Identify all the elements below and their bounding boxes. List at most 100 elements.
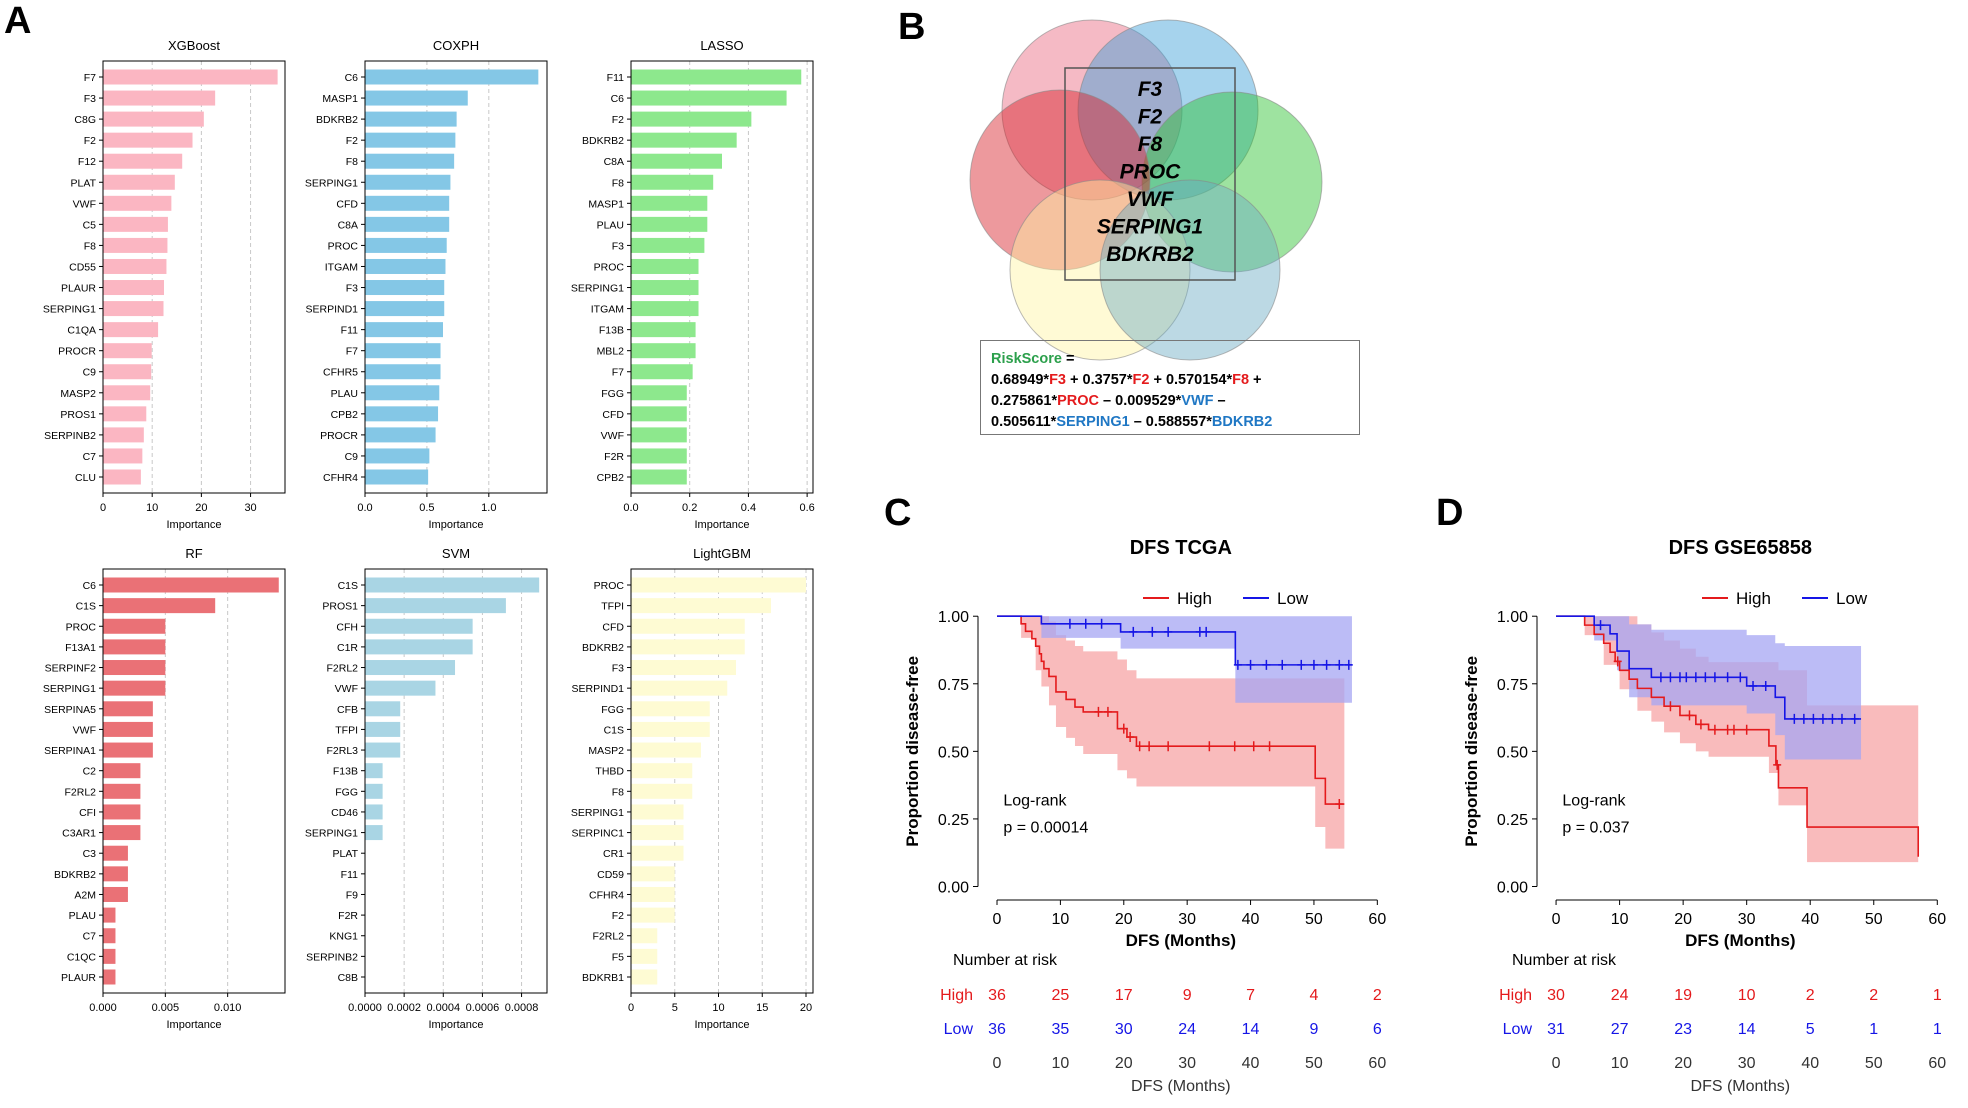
x-tick-label: 10 — [1052, 911, 1070, 928]
plot-frame — [364, 60, 548, 494]
y-tick-label: 1.00 — [938, 609, 969, 626]
low-censor-mark — [1701, 672, 1710, 683]
bar — [103, 866, 128, 882]
risk-table-low-count: 35 — [1052, 1021, 1070, 1038]
formula-term: F2 — [1132, 372, 1150, 388]
category-label: C7 — [83, 451, 97, 463]
category-label: BDKRB2 — [54, 869, 96, 881]
low-censor-mark — [1837, 713, 1846, 724]
formula-term: BDKRB2 — [1211, 414, 1273, 430]
y-tick-label: 0.25 — [1497, 812, 1528, 829]
bar — [365, 237, 447, 253]
risk-table-low-label: Low — [1503, 1021, 1533, 1038]
category-label: SERPINA1 — [44, 745, 96, 757]
legend-low-label: Low — [1277, 589, 1309, 608]
y-tick-label: 0.50 — [1497, 744, 1528, 761]
category-label: F8 — [346, 156, 358, 168]
riskscore-heading: RiskScore = — [991, 349, 1349, 370]
high-censor-mark — [1335, 799, 1344, 810]
bar — [631, 825, 684, 841]
category-label: PROCR — [320, 430, 358, 442]
category-label: F7 — [84, 72, 96, 84]
logrank-label: Log-rank — [1003, 792, 1067, 809]
bar — [631, 886, 675, 902]
y-tick-label: 0.75 — [1497, 677, 1528, 694]
risk-table-high-count: 36 — [988, 987, 1006, 1004]
x-tick-label: 0 — [628, 1002, 634, 1014]
bar — [631, 90, 787, 106]
category-label: F3 — [346, 283, 358, 295]
category-label: F2R — [604, 451, 624, 463]
low-censor-mark — [1666, 672, 1675, 683]
intersection-gene: VWF — [1127, 188, 1175, 211]
category-label: CFHR5 — [323, 367, 358, 379]
bar — [365, 680, 436, 696]
y-axis-label: Proportion disease-free — [1462, 656, 1481, 847]
category-label: BDKRB1 — [582, 972, 624, 984]
bar — [631, 132, 737, 148]
bar — [103, 886, 128, 902]
x-axis-label: Importance — [166, 519, 221, 531]
bar — [103, 742, 153, 758]
category-label: F8 — [612, 177, 624, 189]
category-label: PROC — [594, 580, 625, 592]
plot-frame — [102, 60, 286, 494]
category-label: F2RL2 — [64, 786, 96, 798]
category-label: MASP1 — [322, 93, 358, 105]
risk-table-high-count: 2 — [1373, 987, 1382, 1004]
bar — [103, 322, 159, 338]
bar — [103, 618, 166, 634]
x-tick-label: 30 — [244, 502, 256, 514]
bar — [631, 598, 771, 614]
risk-table-time: 60 — [1928, 1055, 1946, 1072]
low-censor-mark — [1790, 713, 1799, 724]
bar — [103, 427, 144, 443]
bar — [631, 153, 722, 169]
bar — [365, 111, 457, 127]
chart-title: LightGBM — [693, 546, 751, 561]
high-censor-mark — [1685, 710, 1694, 721]
category-label: PROC — [594, 261, 625, 273]
bar — [631, 948, 658, 964]
risk-table-low-count: 36 — [988, 1021, 1006, 1038]
x-tick-label: 10 — [1611, 911, 1629, 928]
chart-title: LASSO — [700, 38, 743, 53]
bar — [631, 845, 684, 861]
category-label: SERPINB2 — [44, 430, 96, 442]
category-label: CFHR4 — [589, 889, 624, 901]
bar — [103, 660, 166, 676]
category-label: F2 — [612, 910, 624, 922]
risk-table-high-label: High — [1499, 987, 1532, 1004]
panel-label-a: A — [4, 0, 32, 42]
bar — [103, 174, 175, 190]
category-label: F7 — [612, 367, 624, 379]
bar-chart-lightgbm: PROC TFPI CFD BDKRB2 F3 SERPIND1 FGG C1S MASP2 TH… — [571, 546, 814, 1031]
chart-title: DFS TCGA — [1130, 537, 1232, 559]
low-censor-mark — [1344, 659, 1353, 670]
bar-chart-svm: C1S PROS1 CFH C1R F2RL2 VWF CFB TFPI F2RL3 F13B FG… — [305, 546, 548, 1031]
category-label: F11 — [341, 325, 358, 337]
bar — [103, 907, 116, 923]
x-tick-label: 30 — [1738, 911, 1756, 928]
high-ci-band — [997, 616, 1345, 849]
formula-term: + — [1249, 372, 1262, 388]
x-tick-label: 0.0002 — [387, 1002, 421, 1014]
category-label: SERPINA5 — [44, 704, 96, 716]
low-censor-mark — [1736, 672, 1745, 683]
bar — [365, 174, 451, 190]
bar-chart-lasso: F11 C6 F2 BDKRB2 C8A F8 MASP1 PLAU F3 PROC SERPING… — [571, 38, 815, 531]
bar — [365, 804, 383, 820]
category-label: C1QC — [67, 951, 97, 963]
bar — [103, 577, 279, 593]
category-label: SERPINC1 — [571, 828, 624, 840]
y-tick-label: 0.00 — [1497, 879, 1528, 896]
bar — [365, 427, 436, 443]
x-axis-label: Importance — [694, 519, 749, 531]
category-label: A2M — [74, 889, 96, 901]
category-label: CPB2 — [597, 472, 625, 484]
low-censor-mark — [1322, 659, 1331, 670]
category-label: F11 — [607, 72, 624, 84]
high-censor-mark — [1135, 741, 1144, 752]
formula-term: VWF — [1181, 393, 1214, 409]
